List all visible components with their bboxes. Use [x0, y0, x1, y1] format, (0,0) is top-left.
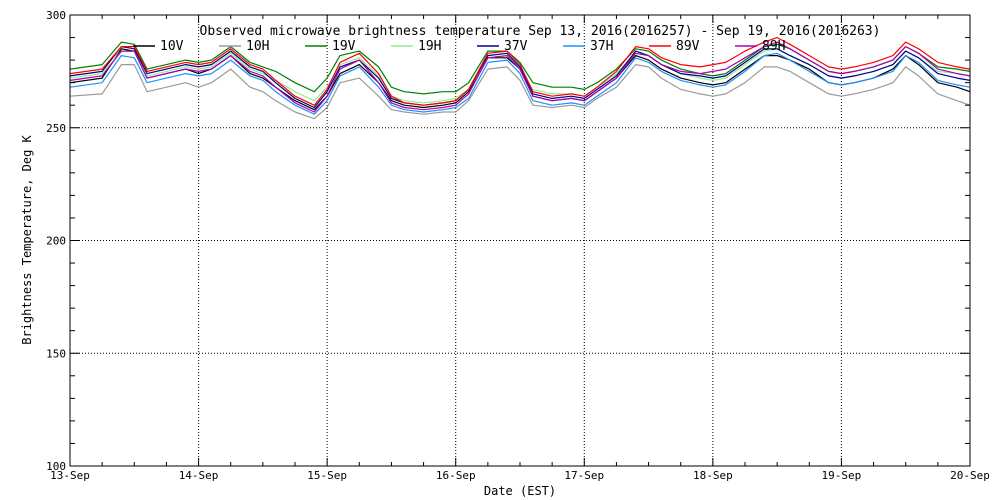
y-tick-label: 100	[46, 460, 66, 473]
series-lines	[69, 36, 971, 120]
y-tick-label: 300	[46, 9, 66, 22]
y-tick-label: 250	[46, 122, 66, 135]
x-axis-label: Date (EST)	[484, 484, 556, 498]
legend-label-37v: 37V	[504, 39, 528, 54]
x-tick-label: 15-Sep	[307, 469, 347, 482]
legend-label-19h: 19H	[418, 39, 441, 54]
x-tick-label: 13-Sep	[50, 469, 90, 482]
legend-label-89v: 89V	[676, 39, 700, 54]
x-tick-label: 14-Sep	[179, 469, 219, 482]
x-tick-label: 20-Sep	[950, 469, 990, 482]
series-line-10h	[69, 63, 971, 120]
series-line-89h	[69, 41, 971, 113]
legend-label-10v: 10V	[160, 39, 184, 54]
legend-label-19v: 19V	[332, 39, 356, 54]
series-line-89v	[69, 36, 971, 106]
y-tick-label: 150	[46, 347, 66, 360]
axis-ticks: 13-Sep 14-Sep 15-Sep 16-Sep 17-Sep 18-Sep 19-S…	[46, 9, 990, 482]
series-line-37v	[69, 45, 971, 109]
x-tick-label: 18-Sep	[693, 469, 733, 482]
legend-label-37h: 37H	[590, 39, 613, 54]
x-tick-label: 16-Sep	[436, 469, 476, 482]
legend-label-10h: 10H	[246, 39, 269, 54]
y-tick-label: 200	[46, 235, 66, 248]
y-axis-label: Brightness Temperature, Deg K	[20, 134, 34, 344]
legend-label-89h: 89H	[762, 39, 785, 54]
x-tick-label: 19-Sep	[822, 469, 862, 482]
x-tick-label: 17-Sep	[564, 469, 604, 482]
grid-lines	[70, 15, 970, 466]
legend: 10V 10H 19V 19H 37V 37H 89V 89H	[133, 39, 785, 54]
series-line-37h	[69, 52, 971, 115]
series-line-10v	[69, 48, 971, 111]
chart-title: Observed microwave brightness temperatur…	[200, 24, 881, 39]
